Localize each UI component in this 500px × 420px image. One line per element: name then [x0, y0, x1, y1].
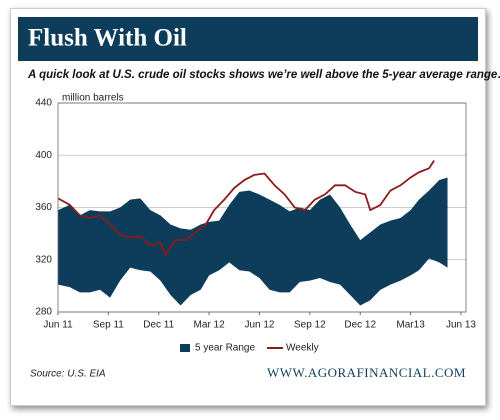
plot-frame	[57, 102, 467, 313]
footer: WWW.AGORAFINANCIAL.COM	[267, 365, 466, 380]
legend-label: 5 year Range	[195, 343, 255, 354]
weekly-line	[57, 159, 435, 257]
title-bar	[18, 17, 478, 61]
range-area	[58, 177, 448, 306]
legend-label: Weekly	[286, 343, 319, 354]
x-tick-label: Sep 12	[294, 320, 326, 331]
y-tick-label: 440	[35, 98, 52, 109]
x-tick-label: Jun 13	[446, 320, 476, 331]
x-tick-label: Sep 11	[93, 320, 124, 331]
x-tick-label: Jun 11	[43, 320, 73, 331]
subtitle: A quick look at U.S. crude oil stocks sh…	[27, 69, 500, 81]
y-tick-label: 280	[35, 307, 52, 318]
source: Source: U.S. EIA	[30, 369, 106, 380]
y-tick-label: 400	[35, 150, 52, 161]
x-tick-label: Mar13	[396, 320, 425, 331]
y-axis-label: million barrels	[62, 93, 124, 104]
y-tick-label: 320	[35, 254, 52, 265]
legend-swatch	[180, 344, 190, 352]
y-tick-label: 360	[35, 202, 52, 213]
x-tick-label: Jun 12	[244, 320, 274, 331]
x-tick-label: Mar 12	[194, 320, 226, 331]
x-tick-label: Dec 12	[344, 320, 376, 331]
chart-title: Flush With Oil	[28, 25, 187, 52]
x-tick-label: Dec 11	[143, 320, 174, 331]
